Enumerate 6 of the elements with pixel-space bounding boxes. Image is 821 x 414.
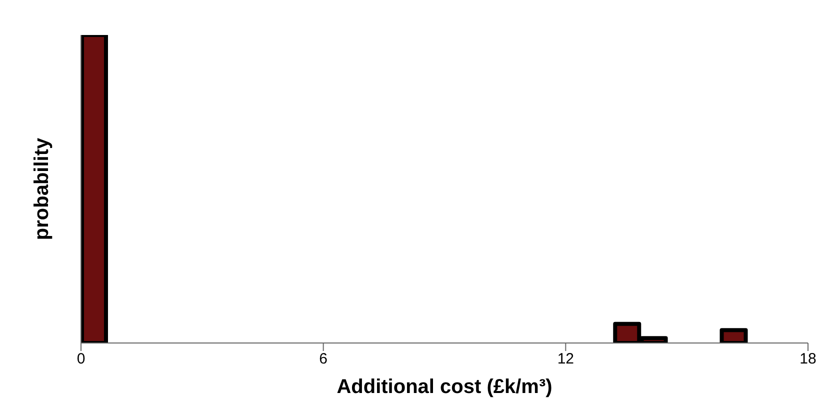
x-axis-title: Additional cost (£k/m³) (336, 376, 552, 398)
x-tick-label: 6 (319, 350, 328, 368)
x-tick-label: 12 (557, 350, 574, 368)
x-tick-label: 18 (800, 350, 816, 368)
y-axis-title: probability (31, 137, 54, 240)
x-tick-label: 0 (76, 350, 86, 368)
